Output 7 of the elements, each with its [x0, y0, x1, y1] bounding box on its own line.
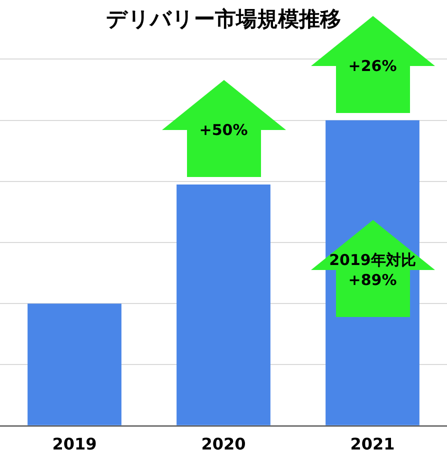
- x-tick-label: 2020: [201, 434, 246, 454]
- text: +26%: [348, 56, 397, 76]
- x-tick-label: 2021: [350, 434, 395, 454]
- annotation: +50%: [199, 120, 248, 140]
- annotation: 2019年対比 +89%: [329, 250, 416, 290]
- x-tick-label: 2019: [52, 434, 97, 454]
- chart-title: デリバリー市場規模推移: [106, 7, 341, 32]
